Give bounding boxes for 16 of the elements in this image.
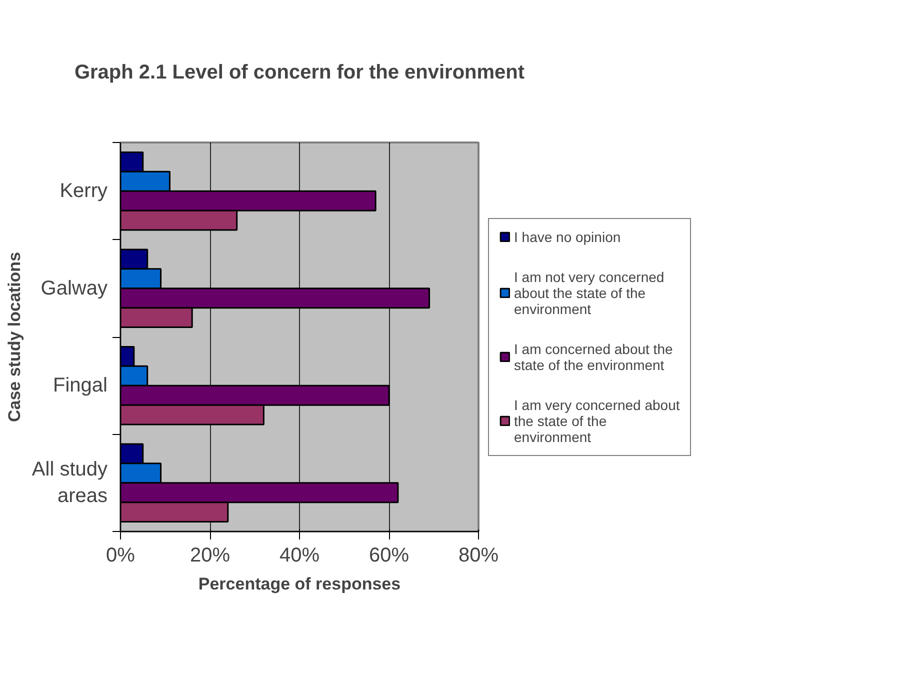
x-tick-label: 40% — [279, 544, 320, 566]
y-tick-label: Fingal — [53, 374, 108, 397]
legend-label: I am not very concerned about the state of the environment — [514, 268, 664, 316]
legend-label: I am very concerned about the state of the environment — [514, 396, 680, 444]
x-tick-label: 0% — [106, 544, 136, 566]
x-tick-label: 80% — [458, 544, 499, 566]
legend-label: I have no opinion — [514, 228, 621, 244]
chart-title: Graph 2.1 Level of concern for the environment — [74, 62, 525, 84]
x-tick-label: 60% — [368, 544, 410, 566]
y-axis-title: Case study locations — [4, 252, 24, 422]
x-axis-title: Percentage of responses — [198, 574, 401, 594]
legend-label: I am concerned about the state of the environment — [514, 340, 673, 372]
y-tick-label: All study areas — [32, 458, 108, 508]
y-tick-label: Galway — [40, 277, 108, 300]
x-tick-label: 20% — [190, 544, 230, 566]
y-tick-label: Kerry — [60, 180, 108, 202]
